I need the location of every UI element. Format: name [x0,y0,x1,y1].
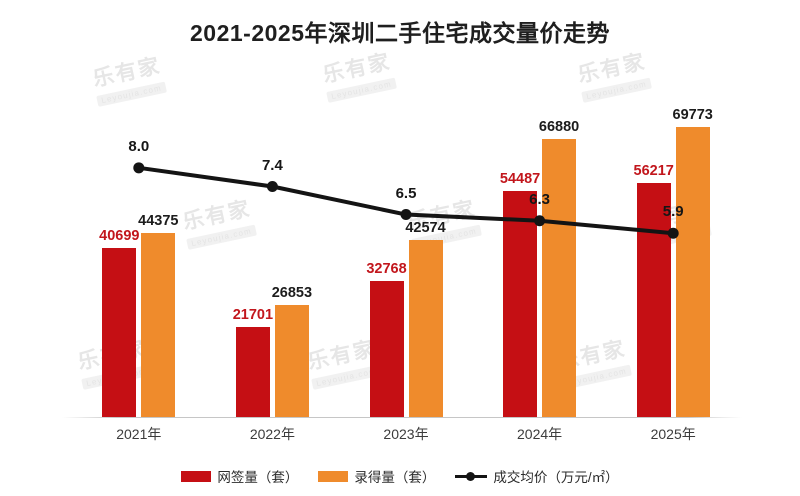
bar-label-signed: 40699 [99,227,140,244]
x-axis-tick-label: 2025年 [650,426,696,442]
legend-swatch-recorded-icon [318,470,349,482]
bar-recorded-volume [141,232,176,417]
watermark-brand-text: 乐有家 [575,50,649,88]
plot-area: 乐有家 Leyoujia.com 乐有家 Leyoujia.com 乐有家 Leyouji… [62,47,742,442]
legend-swatch-signed-icon [181,470,212,482]
price-line-value-label: 6.3 [529,190,551,208]
legend-item-label: 录得量（套） [354,470,436,485]
chart-legend: 网签量（套） 录得量（套） 成交均价（万元/㎡） [0,466,800,486]
bar-recorded-volume [542,139,577,417]
price-line-marker [133,162,145,174]
x-axis-tick-label: 2021年 [116,426,162,442]
legend-line-marker-icon [455,471,488,482]
legend-item[interactable]: 网签量（套） [181,466,298,486]
bar-label-recorded: 44375 [138,212,179,229]
price-line-value-label: 5.9 [662,203,684,221]
price-line-value-label: 6.5 [395,184,417,202]
bar-label-signed: 32768 [366,260,407,277]
bar-signed-volume [369,280,404,417]
bar-label-recorded: 66880 [538,119,580,135]
bar-signed-volume [503,190,538,417]
watermark-domain-text: Leyoujia.com [562,69,671,109]
x-axis-baseline [62,417,742,418]
x-axis-tick-label: 2024年 [517,426,563,442]
bar-label-recorded: 26853 [271,285,313,302]
watermark-brand-text: 乐有家 [320,50,394,88]
legend-item[interactable]: 成交均价（万元/㎡） [455,466,619,486]
legend-item-label: 成交均价（万元/㎡） [493,470,619,485]
watermark-domain-text: Leyoujia.com [77,73,186,113]
legend-item-label: 网签量（套） [217,470,299,485]
price-line-value-label: 7.4 [261,156,283,174]
bar-signed-volume [102,247,137,417]
watermark-brand-text: 乐有家 [90,54,164,92]
bar-recorded-volume [274,305,309,417]
legend-item[interactable]: 录得量（套） [318,466,435,486]
price-line-value-label: 8.0 [128,137,150,155]
bar-label-recorded: 69773 [672,106,713,123]
bar-label-signed: 21701 [232,306,274,323]
bar-signed-volume [235,326,270,417]
price-line-marker [266,181,278,193]
bar-recorded-volume [408,240,443,417]
x-axis-tick-label: 2022年 [249,426,295,442]
x-axis-tick-label: 2023年 [383,426,429,442]
watermark-domain-text: Leyoujia.com [307,69,416,109]
chart-title: 2021-2025年深圳二手住宅成交量价走势 [190,20,610,46]
price-line-marker [400,209,412,221]
bar-recorded-volume [675,126,710,417]
bar-label-recorded: 42574 [405,220,446,237]
